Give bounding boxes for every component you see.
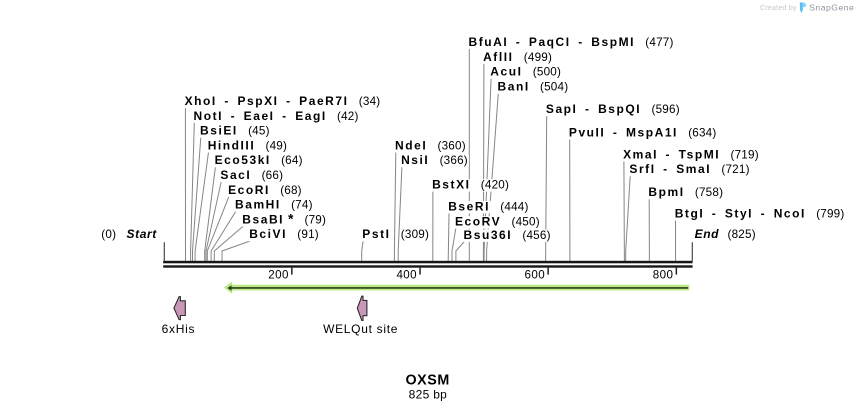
svg-text:(68): (68) [280,184,302,197]
svg-text:400: 400 [396,268,417,281]
svg-text:600: 600 [525,268,546,281]
svg-text:(42): (42) [337,110,359,123]
svg-text:(91): (91) [297,228,319,241]
svg-text:6xHis: 6xHis [162,322,196,336]
svg-text:XmaI - TspMI: XmaI - TspMI [623,147,720,161]
svg-text:800: 800 [653,268,674,281]
svg-text:BtgI - StyI - NcoI: BtgI - StyI - NcoI [675,207,806,221]
svg-text:(721): (721) [721,163,749,176]
svg-text:(366): (366) [440,154,468,167]
svg-text:(444): (444) [500,200,528,213]
svg-text:BpmI: BpmI [648,185,684,199]
svg-text:(79): (79) [305,213,327,226]
svg-text:BsaBI *: BsaBI * [242,210,295,226]
svg-text:XhoI - PspXI - PaeR7I: XhoI - PspXI - PaeR7I [185,94,349,108]
svg-text:Created by: Created by [760,3,797,12]
svg-text:(49): (49) [266,139,288,152]
svg-text:SapI - BspQI: SapI - BspQI [546,102,641,116]
svg-text:(758): (758) [695,186,723,199]
svg-text:(504): (504) [540,81,568,94]
svg-text:(64): (64) [281,154,303,167]
svg-text:Bsu36I: Bsu36I [464,228,513,242]
svg-text:(450): (450) [512,216,540,229]
svg-text:SacI: SacI [220,168,251,182]
svg-text:(34): (34) [359,95,381,108]
svg-text:AflII: AflII [483,50,513,64]
svg-text:BseRI: BseRI [448,199,490,213]
svg-text:825 bp: 825 bp [409,387,448,401]
svg-text:AcuI: AcuI [490,65,522,79]
svg-text:(45): (45) [248,125,270,138]
svg-text:NsiI: NsiI [401,153,429,167]
svg-text:Eco53kI: Eco53kI [215,153,271,167]
svg-text:PvuII - MspA1I: PvuII - MspA1I [569,125,678,139]
svg-text:EcoRV: EcoRV [455,215,501,229]
svg-text:(420): (420) [481,179,509,192]
svg-text:WELQut site: WELQut site [323,322,398,336]
svg-text:(719): (719) [731,148,759,161]
svg-text:(634): (634) [688,126,716,139]
svg-text:SrfI - SmaI: SrfI - SmaI [629,162,711,176]
svg-text:Start: Start [127,227,158,241]
svg-text:OXSM: OXSM [405,373,450,389]
svg-text:NdeI: NdeI [395,138,427,152]
svg-text:BstXI: BstXI [432,178,470,192]
svg-text:PstI: PstI [362,227,390,241]
svg-text:BsiEI: BsiEI [200,124,238,138]
svg-text:(477): (477) [645,36,673,49]
svg-text:BamHI: BamHI [235,198,281,212]
svg-text:(66): (66) [262,169,284,182]
svg-text:200: 200 [268,268,289,281]
svg-text:HindIII: HindIII [208,138,256,152]
svg-text:End: End [695,227,720,241]
svg-text:(360): (360) [438,139,466,152]
svg-text:BciVI: BciVI [249,227,287,241]
svg-text:(596): (596) [652,103,680,116]
svg-text:(74): (74) [291,199,313,212]
svg-text:(456): (456) [522,229,550,242]
svg-text:EcoRI: EcoRI [228,183,270,197]
svg-text:(0): (0) [101,228,116,241]
svg-text:NotI - EaeI - EagI: NotI - EaeI - EagI [194,109,327,123]
svg-text:(500): (500) [533,66,561,79]
svg-text:(499): (499) [524,51,552,64]
svg-text:BfuAI - PaqCI - BspMI: BfuAI - PaqCI - BspMI [469,35,636,49]
svg-text:(799): (799) [816,208,844,221]
svg-text:(825): (825) [728,228,756,241]
svg-text:BanI: BanI [498,80,530,94]
svg-text:SnapGene: SnapGene [809,3,854,13]
svg-text:(309): (309) [401,228,429,241]
